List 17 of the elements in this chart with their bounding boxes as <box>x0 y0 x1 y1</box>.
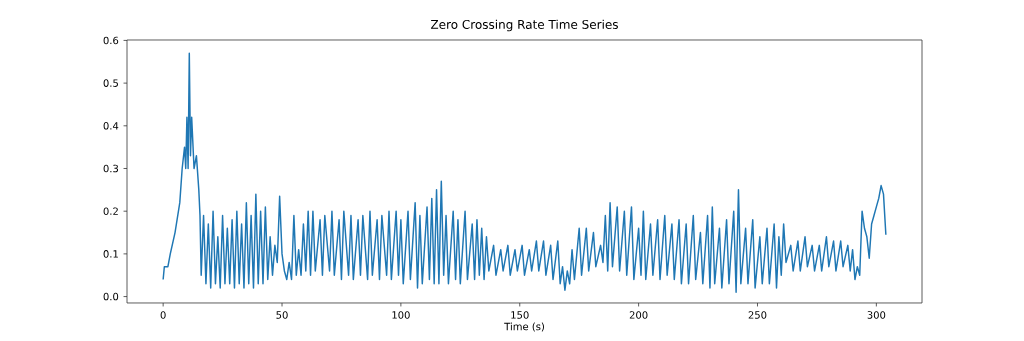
y-tick-label: 0.4 <box>103 122 119 130</box>
y-tick-label: 0.2 <box>103 207 118 215</box>
x-tick-label: 200 <box>629 311 648 319</box>
y-tick-label: 0.6 <box>103 36 119 45</box>
x-tick-label: 0 <box>160 311 166 319</box>
y-tick-label: 0.0 <box>103 292 119 301</box>
x-tick-label: 300 <box>867 311 886 319</box>
x-tick-label: 100 <box>392 311 410 319</box>
x-tick-label: 150 <box>511 311 529 319</box>
x-tick-label: 50 <box>276 311 288 319</box>
y-tick-label: 0.5 <box>103 79 118 87</box>
x-axis-title: Time (s) <box>504 322 544 332</box>
line-series <box>162 52 887 294</box>
y-tick-label: 0.1 <box>103 250 118 258</box>
chart-title: Zero Crossing Rate Time Series <box>431 19 618 32</box>
y-tick-label: 0.3 <box>103 164 119 173</box>
x-tick-label: 250 <box>748 311 767 319</box>
